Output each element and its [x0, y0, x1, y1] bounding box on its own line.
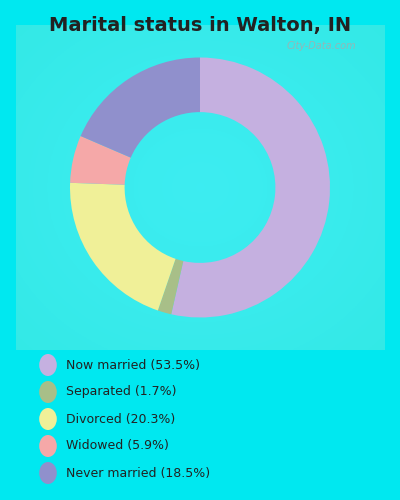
Text: Separated (1.7%): Separated (1.7%) — [66, 386, 176, 398]
Wedge shape — [171, 58, 330, 318]
Text: Marital status in Walton, IN: Marital status in Walton, IN — [49, 16, 351, 35]
Wedge shape — [81, 58, 200, 158]
Wedge shape — [70, 183, 176, 310]
Text: Widowed (5.9%): Widowed (5.9%) — [66, 440, 169, 452]
Text: Divorced (20.3%): Divorced (20.3%) — [66, 412, 175, 426]
Text: Now married (53.5%): Now married (53.5%) — [66, 358, 200, 372]
Text: City-Data.com: City-Data.com — [286, 42, 356, 51]
Wedge shape — [70, 136, 131, 185]
Wedge shape — [158, 259, 183, 314]
Text: Never married (18.5%): Never married (18.5%) — [66, 466, 210, 479]
